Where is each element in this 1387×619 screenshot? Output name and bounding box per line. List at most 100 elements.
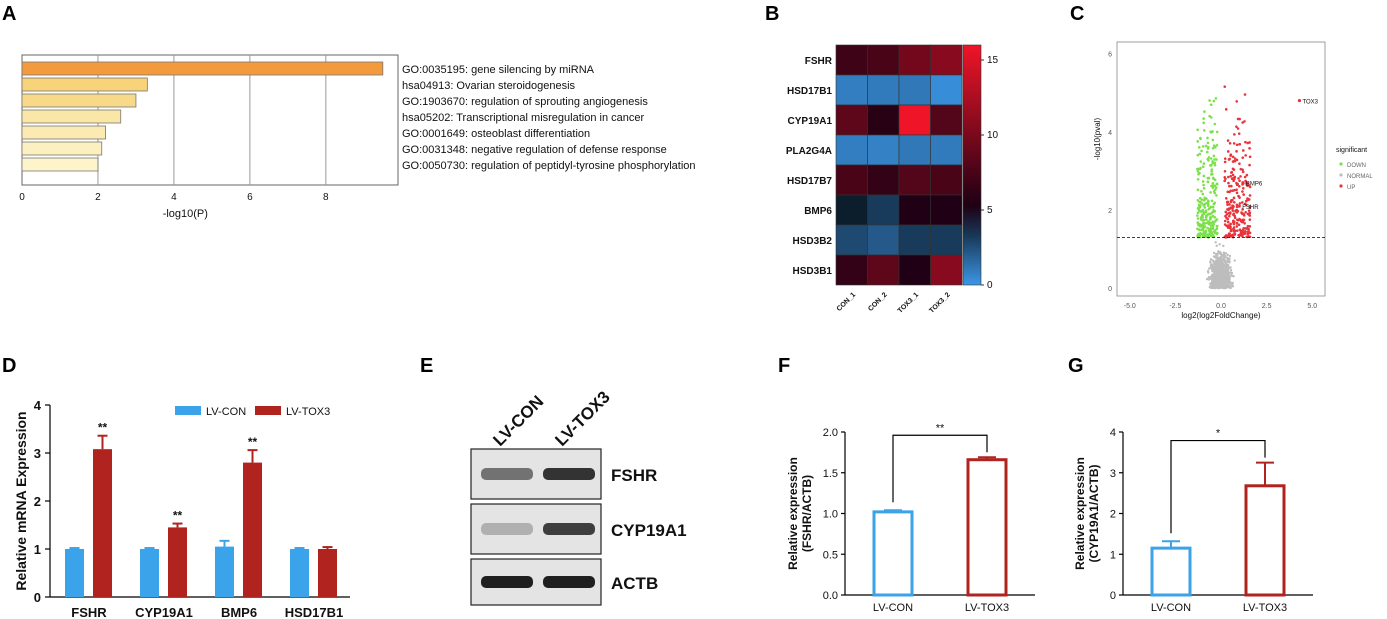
- point-down: [1200, 201, 1203, 205]
- point-up: [1242, 193, 1245, 196]
- x-tick-label: 8: [323, 192, 329, 203]
- point-down: [1214, 186, 1218, 189]
- heatmap-column-label: CON_2: [867, 291, 889, 313]
- point-up: [1235, 225, 1239, 228]
- bar: [21, 109, 122, 124]
- point-down: [1199, 166, 1202, 170]
- point-down: [1214, 97, 1218, 100]
- legend-title: significant: [1336, 147, 1367, 154]
- significance-marker: *: [1216, 428, 1221, 440]
- point-down: [1208, 99, 1211, 102]
- point-down: [1215, 194, 1218, 197]
- point-up: [1231, 155, 1235, 159]
- panel-letter-a: A: [2, 3, 16, 25]
- bar: [215, 546, 234, 597]
- significance-marker: **: [936, 422, 945, 434]
- bar: [21, 157, 99, 172]
- point-up: [1246, 224, 1250, 228]
- point-down: [1198, 228, 1201, 232]
- annotated-point: [1297, 99, 1302, 103]
- point-down: [1196, 188, 1200, 192]
- point-down: [1196, 217, 1200, 220]
- point-normal: [1222, 286, 1226, 289]
- point-up: [1225, 200, 1229, 204]
- point-normal: [1209, 258, 1213, 261]
- point-down: [1202, 121, 1205, 125]
- heatmap-row-label: BMP6: [804, 206, 832, 217]
- point-normal: [1209, 261, 1212, 264]
- point-down: [1212, 233, 1215, 237]
- point-down: [1196, 234, 1199, 237]
- point-up: [1226, 139, 1230, 142]
- category-label: GO:0031348: negative regulation of defen…: [402, 144, 667, 156]
- heatmap-cell: [930, 164, 963, 196]
- bar: [21, 141, 103, 156]
- point-annotation: BMP6: [1246, 182, 1263, 188]
- point-up: [1237, 223, 1241, 227]
- point-normal: [1223, 282, 1227, 286]
- point-up: [1244, 211, 1247, 214]
- point-down: [1200, 214, 1204, 217]
- point-up: [1238, 202, 1242, 205]
- heatmap-cell: [867, 74, 900, 106]
- point-down: [1208, 221, 1212, 225]
- point-up: [1229, 229, 1233, 233]
- x-tick-label: 0.0: [1216, 303, 1226, 310]
- point-normal: [1208, 277, 1212, 281]
- point-up: [1224, 108, 1228, 111]
- point-normal: [1217, 276, 1220, 280]
- point-up: [1234, 209, 1237, 213]
- point-up: [1248, 225, 1252, 228]
- point-up: [1225, 213, 1229, 216]
- point-down: [1196, 221, 1200, 225]
- point-up: [1244, 140, 1247, 144]
- point-down: [1211, 182, 1215, 185]
- blot-band: [543, 468, 595, 480]
- y-tick-label: 1.0: [823, 509, 838, 521]
- category-label: hsa05202: Transcriptional misregulation …: [402, 112, 644, 124]
- heatmap-cell: [930, 254, 963, 286]
- point-normal: [1216, 265, 1220, 268]
- x-category-label: LV-TOX3: [1243, 602, 1287, 614]
- point-down: [1203, 129, 1206, 132]
- point-normal: [1225, 282, 1228, 285]
- point-normal: [1211, 259, 1215, 262]
- point-up: [1245, 227, 1248, 230]
- heatmap-row-label: FSHR: [805, 56, 833, 67]
- point-up: [1233, 229, 1237, 233]
- point-up: [1228, 207, 1232, 210]
- point-down: [1198, 234, 1202, 238]
- y-axis-label: (CYP19A1/ACTB): [1087, 464, 1101, 562]
- lane-label: LV-CON: [489, 392, 547, 450]
- y-axis-label: Relative expression: [786, 457, 800, 570]
- point-down: [1199, 160, 1203, 163]
- heatmap-row-label: HSD3B1: [793, 266, 833, 277]
- heatmap-cell: [835, 134, 868, 166]
- point-up: [1248, 185, 1252, 189]
- point-normal: [1211, 265, 1214, 268]
- point-up: [1223, 157, 1227, 160]
- point-up: [1241, 190, 1244, 193]
- point-down: [1206, 204, 1210, 208]
- point-down: [1201, 228, 1205, 232]
- point-up: [1224, 197, 1228, 200]
- bar: [140, 549, 159, 597]
- point-normal: [1214, 241, 1217, 244]
- point-down: [1209, 164, 1212, 167]
- category-label: GO:0035195: gene silencing by miRNA: [402, 64, 595, 76]
- heatmap-cell: [898, 74, 931, 106]
- point-up: [1248, 218, 1252, 221]
- point-down: [1209, 205, 1213, 209]
- point-down: [1215, 130, 1219, 134]
- point-normal: [1222, 274, 1225, 277]
- point-down: [1197, 208, 1201, 212]
- point-down: [1209, 116, 1213, 119]
- point-normal: [1211, 270, 1214, 273]
- point-down: [1211, 227, 1215, 231]
- point-normal: [1222, 254, 1225, 258]
- annotated-point: [1241, 181, 1245, 185]
- heatmap-cell: [898, 224, 931, 256]
- point-down: [1213, 122, 1217, 126]
- point-down: [1204, 230, 1207, 234]
- x-axis-label: -log10(P): [163, 208, 208, 220]
